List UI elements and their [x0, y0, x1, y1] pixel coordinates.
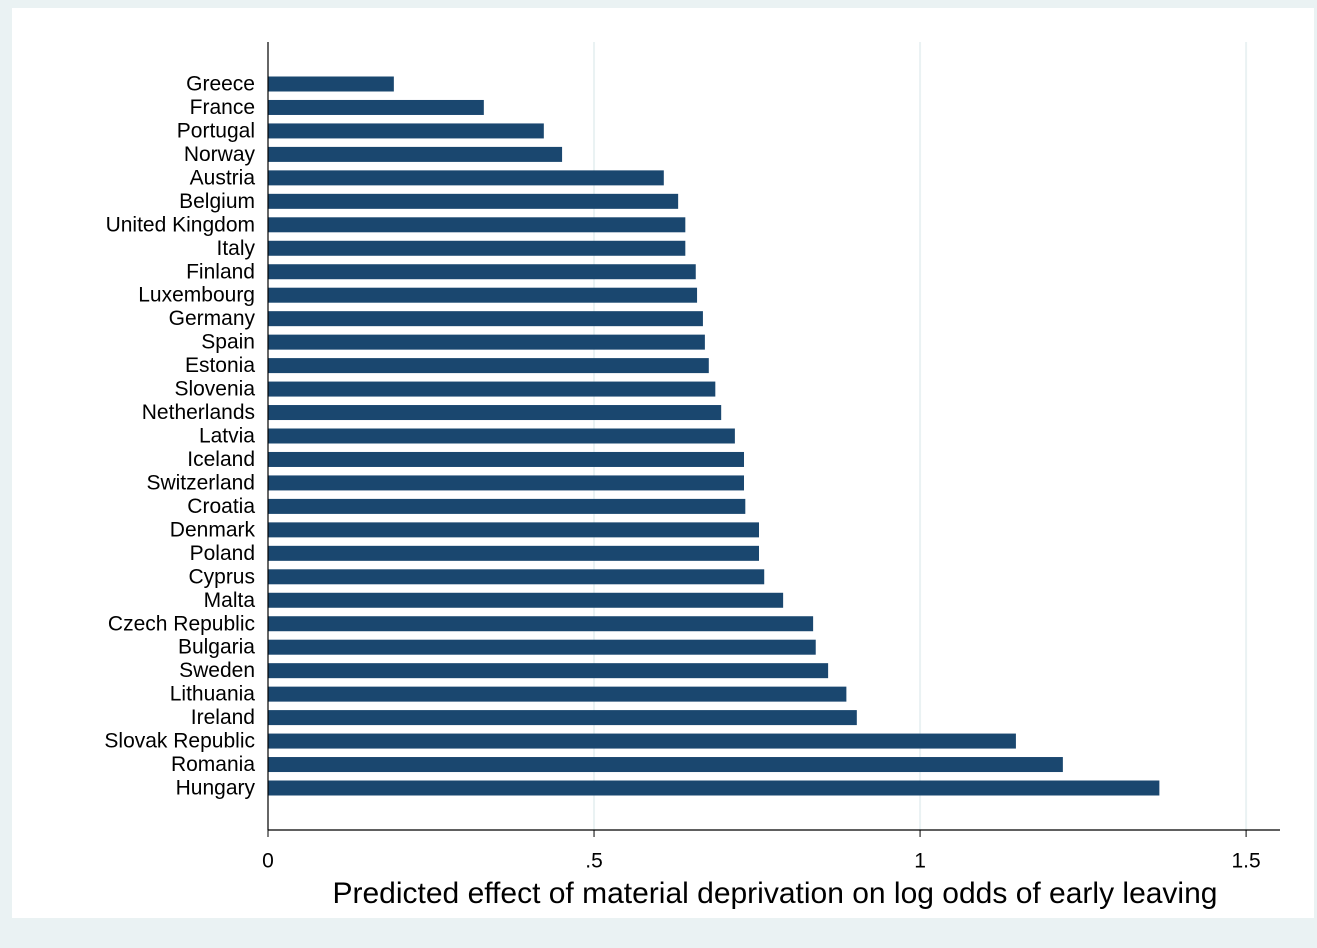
y-tick-label: United Kingdom [106, 213, 255, 236]
y-tick-label: Finland [186, 260, 255, 283]
bar [268, 498, 746, 514]
x-tick-label: 0 [262, 850, 274, 873]
bar [268, 287, 698, 303]
y-tick-label: Lithuania [170, 683, 256, 706]
bar [268, 381, 716, 397]
bar [268, 451, 745, 467]
bar [268, 686, 847, 702]
bar [268, 569, 765, 585]
bar [268, 217, 686, 233]
bar [268, 428, 735, 444]
y-tick-label: Cyprus [188, 565, 255, 588]
y-tick-label: Italy [216, 237, 255, 260]
y-tick-label: Poland [190, 542, 255, 565]
y-tick-label: Sweden [179, 659, 255, 682]
bar [268, 264, 696, 280]
y-tick-label: Czech Republic [108, 612, 255, 635]
bar [268, 334, 705, 350]
bar [268, 311, 703, 327]
bar [268, 780, 1160, 796]
y-tick-label: Slovenia [174, 378, 255, 401]
y-tick-label: Denmark [170, 518, 256, 541]
bar [268, 358, 709, 374]
y-tick-label: Malta [204, 589, 256, 612]
y-tick-label: Luxembourg [138, 284, 255, 307]
bar [268, 710, 857, 726]
y-tick-label: Estonia [185, 354, 255, 377]
y-tick-label: Latvia [199, 425, 255, 448]
bar [268, 170, 664, 186]
bar [268, 545, 760, 561]
bar [268, 76, 394, 92]
y-tick-label: Netherlands [142, 401, 255, 424]
bar [268, 193, 679, 209]
bar [268, 733, 1016, 749]
bar [268, 405, 722, 421]
bar [268, 757, 1063, 773]
bar [268, 240, 686, 256]
y-tick-label: Germany [169, 307, 256, 330]
y-tick-label: Bulgaria [178, 636, 255, 659]
y-tick-label: Greece [186, 73, 255, 96]
y-tick-label: Croatia [187, 495, 255, 518]
y-tick-label: Belgium [179, 190, 255, 213]
x-tick-label: .5 [585, 850, 603, 873]
x-tick-label: 1 [914, 850, 926, 873]
bar [268, 592, 784, 608]
y-tick-label: Ireland [191, 706, 255, 729]
y-tick-label: Portugal [177, 119, 255, 142]
bar [268, 616, 814, 632]
bar [268, 475, 745, 491]
bar [268, 99, 484, 115]
x-tick-label: 1.5 [1231, 850, 1260, 873]
y-tick-label: Austria [190, 166, 256, 189]
y-tick-label: France [190, 96, 255, 119]
y-tick-label: Switzerland [146, 471, 255, 494]
x-axis-title: Predicted effect of material deprivation… [333, 877, 1218, 910]
bar [268, 522, 760, 538]
bar [268, 639, 816, 655]
bar [268, 123, 544, 139]
y-tick-label: Iceland [187, 448, 255, 471]
y-tick-label: Norway [184, 143, 256, 166]
bar [268, 146, 563, 162]
y-tick-label: Spain [201, 331, 255, 354]
y-tick-label: Slovak Republic [104, 730, 255, 753]
y-tick-label: Romania [171, 753, 255, 776]
bar [268, 663, 829, 679]
y-tick-label: Hungary [176, 777, 256, 800]
